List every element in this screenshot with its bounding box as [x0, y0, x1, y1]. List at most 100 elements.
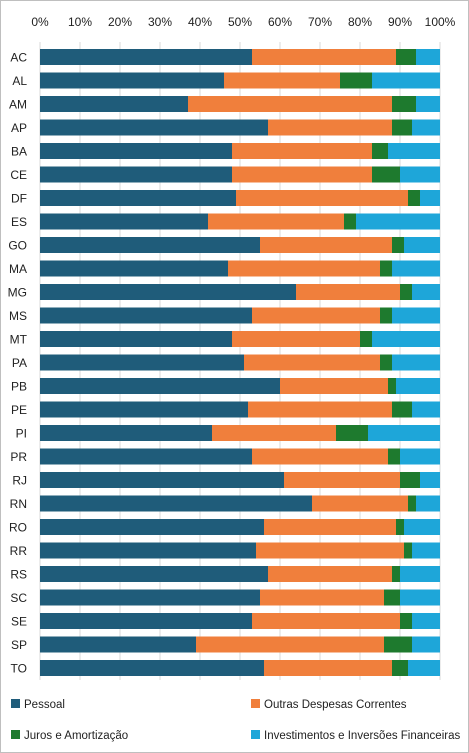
y-category-label: RO	[9, 521, 27, 535]
y-category-label: DF	[11, 192, 27, 206]
bar-segment-pb-series-1	[40, 378, 280, 394]
bar-segment-al-series-1	[40, 72, 224, 89]
bar-segment-pb-series-3	[388, 378, 396, 394]
y-category-label: RJ	[12, 474, 27, 488]
x-tick-label: 70%	[308, 15, 332, 29]
bar-segment-ro-series-2	[264, 519, 396, 535]
bar-segment-al-series-4	[372, 72, 440, 89]
bar-segment-pr-series-1	[40, 448, 252, 465]
bar-segment-rn-series-1	[40, 495, 312, 512]
bar-segment-ce-series-1	[40, 166, 232, 183]
y-category-label: PA	[12, 356, 27, 370]
y-category-label: GO	[8, 239, 27, 253]
bar-segment-pe-series-2	[248, 401, 392, 418]
y-category-label: RN	[10, 497, 27, 511]
bar-segment-mg-series-2	[296, 284, 400, 300]
bar-segment-pe-series-4	[412, 401, 440, 418]
bar-segment-sp-series-3	[384, 636, 412, 653]
legend-label: Investimentos e Inversões Financeiras	[264, 730, 460, 742]
y-category-label: MA	[9, 262, 27, 276]
y-category-label: AM	[9, 98, 27, 112]
bar-segment-es-series-2	[208, 213, 344, 230]
x-axis-ticks: 0% 10% 20% 30% 40% 50% 60% 70% 80% 90% 100%	[31, 15, 455, 29]
bar-segment-go-series-2	[260, 237, 392, 253]
x-tick-label: 40%	[188, 15, 212, 29]
bar-segment-go-series-3	[392, 237, 404, 253]
bar-segment-am-series-2	[188, 96, 392, 112]
legend: Pessoal Outras Despesas Correntes Juros e …	[11, 699, 460, 742]
bar-segment-sc-series-4	[400, 589, 440, 606]
bar-segment-go-series-4	[404, 237, 440, 253]
bar-segment-sp-series-1	[40, 636, 196, 653]
bar-segment-rr-series-2	[256, 542, 404, 559]
bar-segment-ba-series-1	[40, 143, 232, 159]
bar-segment-df-series-2	[236, 190, 408, 206]
bar-segment-sp-series-2	[196, 636, 384, 653]
bar-segment-se-series-3	[400, 613, 412, 629]
bar-segment-to-series-2	[264, 660, 392, 676]
x-tick-label: 0%	[31, 15, 49, 29]
bar-segment-pa-series-1	[40, 354, 244, 371]
x-tick-label: 90%	[388, 15, 412, 29]
legend-swatch	[251, 699, 260, 708]
bar-segment-pb-series-4	[396, 378, 440, 394]
bar-segment-df-series-4	[420, 190, 440, 206]
bar-segment-sp-series-4	[412, 636, 440, 653]
bar-segment-es-series-3	[344, 213, 356, 230]
bar-segment-rn-series-3	[408, 495, 416, 512]
legend-swatch	[11, 730, 20, 739]
bar-segment-pi-series-4	[368, 425, 440, 441]
bar-segment-mt-series-1	[40, 331, 232, 347]
bar-segment-ms-series-1	[40, 307, 252, 324]
bar-segment-rj-series-4	[420, 472, 440, 488]
bar-segment-pr-series-4	[400, 448, 440, 465]
bar-segment-ap-series-1	[40, 119, 268, 136]
y-category-label: AL	[12, 74, 27, 88]
legend-label: Juros e Amortização	[24, 730, 128, 742]
y-category-label: AP	[11, 121, 27, 135]
y-category-label: TO	[11, 662, 27, 676]
y-category-label: AC	[10, 51, 27, 65]
y-category-label: MG	[8, 286, 27, 300]
bar-segment-rs-series-2	[268, 566, 392, 582]
bar-segment-rj-series-2	[284, 472, 400, 488]
bar-segment-ro-series-1	[40, 519, 264, 535]
y-category-label: RS	[10, 568, 27, 582]
y-category-label: PI	[16, 427, 27, 441]
bar-segment-pr-series-2	[252, 448, 388, 465]
bar-segment-ma-series-4	[392, 260, 440, 277]
bar-segment-ap-series-3	[392, 119, 412, 136]
legend-swatch	[251, 730, 260, 739]
bar-segment-al-series-2	[224, 72, 340, 89]
y-category-label: RR	[10, 544, 28, 558]
bar-segment-ms-series-3	[380, 307, 392, 324]
bar-segment-ro-series-3	[396, 519, 404, 535]
bar-segment-se-series-2	[252, 613, 400, 629]
bar-segment-ba-series-3	[372, 143, 388, 159]
bar-segment-df-series-3	[408, 190, 420, 206]
bar-segment-ce-series-2	[232, 166, 372, 183]
bar-segment-rr-series-4	[412, 542, 440, 559]
bar-segment-ac-series-4	[416, 49, 440, 65]
y-category-label: CE	[10, 168, 27, 182]
x-tick-label: 80%	[348, 15, 372, 29]
bar-segment-rn-series-4	[416, 495, 440, 512]
bar-segment-sc-series-1	[40, 589, 260, 606]
y-category-label: PR	[10, 450, 27, 464]
y-category-label: ES	[11, 215, 27, 229]
bar-segment-rs-series-1	[40, 566, 268, 582]
bar-segment-al-series-3	[340, 72, 372, 89]
bar-segment-ce-series-4	[400, 166, 440, 183]
bar-segment-mt-series-3	[360, 331, 372, 347]
bar-segment-pa-series-4	[392, 354, 440, 371]
bar-segment-pi-series-1	[40, 425, 212, 441]
y-category-label: PB	[11, 380, 27, 394]
bar-segment-df-series-1	[40, 190, 236, 206]
bar-segment-ma-series-1	[40, 260, 228, 277]
bar-segment-ba-series-4	[388, 143, 440, 159]
bar-segment-to-series-3	[392, 660, 408, 676]
bar-segment-se-series-4	[412, 613, 440, 629]
x-tick-label: 50%	[228, 15, 252, 29]
bar-segment-ms-series-2	[252, 307, 380, 324]
